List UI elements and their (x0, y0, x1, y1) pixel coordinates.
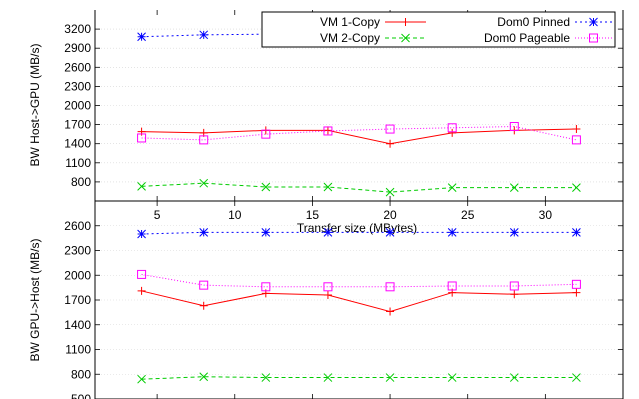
data-point (261, 182, 271, 192)
legend-box (261, 11, 616, 48)
y-tick-label: 1400 (64, 137, 91, 151)
x-tick-label: 5 (154, 208, 161, 222)
data-point (386, 307, 395, 316)
legend: VM 1-Copy VM 2-Copy Dom0 Pinned Dom0 Pageab… (261, 11, 616, 48)
data-point (572, 183, 581, 192)
data-point (323, 126, 332, 135)
data-point (137, 229, 146, 239)
legend-marker (589, 33, 598, 43)
legend-marker (589, 17, 598, 27)
data-point (199, 372, 209, 382)
y-tick-label: 2000 (64, 99, 91, 113)
x-tick-label: 15 (306, 208, 320, 222)
data-point (509, 183, 519, 192)
data-point (385, 187, 395, 197)
data-point (385, 373, 395, 382)
data-point (447, 227, 457, 237)
data-point (137, 133, 147, 143)
chart-panel-2: 500 800 1100 1400 1700 2000 2300 2600 BW GPU->Ho… (28, 201, 624, 399)
data-point (509, 122, 519, 132)
y-tick-label: 500 (71, 392, 91, 399)
data-point (323, 282, 333, 292)
legend-label: VM 2-Copy (320, 31, 380, 45)
y-tick-label: 800 (71, 175, 91, 189)
data-point (199, 227, 209, 237)
data-point (137, 32, 146, 42)
data-point (447, 373, 457, 382)
legend-marker (401, 18, 410, 26)
data-point (323, 291, 332, 300)
data-point (261, 282, 271, 292)
y-tick-label: 2600 (64, 60, 91, 74)
data-point (199, 30, 209, 40)
y-tick-label: 1100 (65, 343, 91, 357)
x-tick-label: 25 (461, 208, 475, 222)
data-point (199, 178, 209, 188)
data-point (137, 182, 146, 191)
legend-label: Dom0 Pinned (497, 15, 570, 29)
y-tick-label: 2300 (64, 79, 91, 93)
data-point (385, 124, 395, 134)
data-point (137, 269, 147, 279)
series-line-vm-1-copy (141, 290, 577, 313)
x-tick-label: 10 (228, 208, 242, 222)
data-point (199, 135, 209, 145)
data-point (137, 374, 146, 384)
chart-panel-1: 800 1100 1400 1700 2000 2300 2600 2900 3200 5 10 15… (28, 10, 624, 235)
y-axis-label: BW GPU->Host (MB/s) (28, 238, 42, 361)
x-tick-label: 20 (383, 208, 397, 222)
x-tick-label: 30 (539, 208, 553, 222)
y-tick-label: 2300 (64, 244, 91, 258)
data-point (323, 227, 333, 237)
y-axis-label: BW Host->GPU (MB/s) (28, 43, 42, 166)
data-point (199, 280, 209, 290)
data-point (261, 129, 271, 139)
y-tick-label: 2000 (64, 268, 91, 282)
data-point (571, 135, 581, 145)
y-tick-label: 800 (71, 367, 91, 381)
data-point (261, 227, 271, 237)
data-point (509, 227, 519, 237)
data-point (447, 123, 457, 133)
data-point (323, 182, 333, 192)
x-axis-label: Transfer size (MBytes) (297, 221, 417, 235)
data-point (447, 281, 457, 291)
data-point (137, 286, 146, 295)
series-line-vm-1-copy (141, 128, 577, 145)
data-point (509, 373, 519, 382)
data-point (199, 301, 208, 310)
data-point (510, 290, 519, 299)
legend-label: Dom0 Pageable (484, 31, 570, 45)
data-point (572, 373, 581, 382)
y-tick-label: 1700 (64, 293, 91, 307)
legend-label: VM 1-Copy (320, 15, 380, 29)
data-point (571, 279, 581, 289)
y-tick-label: 1700 (64, 118, 91, 132)
data-point (572, 227, 581, 237)
y-tick-label: 2900 (64, 41, 91, 55)
series-line-vm-2-copy (141, 376, 577, 380)
data-point (509, 281, 519, 291)
data-point (385, 227, 395, 237)
data-point (323, 126, 333, 136)
series-line-dom0-pageable (141, 126, 577, 141)
data-point (572, 288, 581, 297)
y-tick-label: 1100 (65, 156, 91, 170)
y-tick-label: 3200 (64, 22, 91, 36)
data-point (323, 373, 333, 382)
data-point (448, 128, 457, 137)
data-point (261, 373, 271, 382)
data-point (386, 139, 395, 148)
y-tick-label: 2600 (64, 219, 91, 233)
series-line-vm-2-copy (141, 182, 577, 193)
data-point (447, 183, 457, 192)
data-point (385, 282, 395, 292)
legend-marker (401, 33, 410, 43)
data-point (572, 125, 581, 134)
series-line-dom0-pageable (141, 273, 577, 288)
y-tick-label: 1400 (64, 318, 91, 332)
